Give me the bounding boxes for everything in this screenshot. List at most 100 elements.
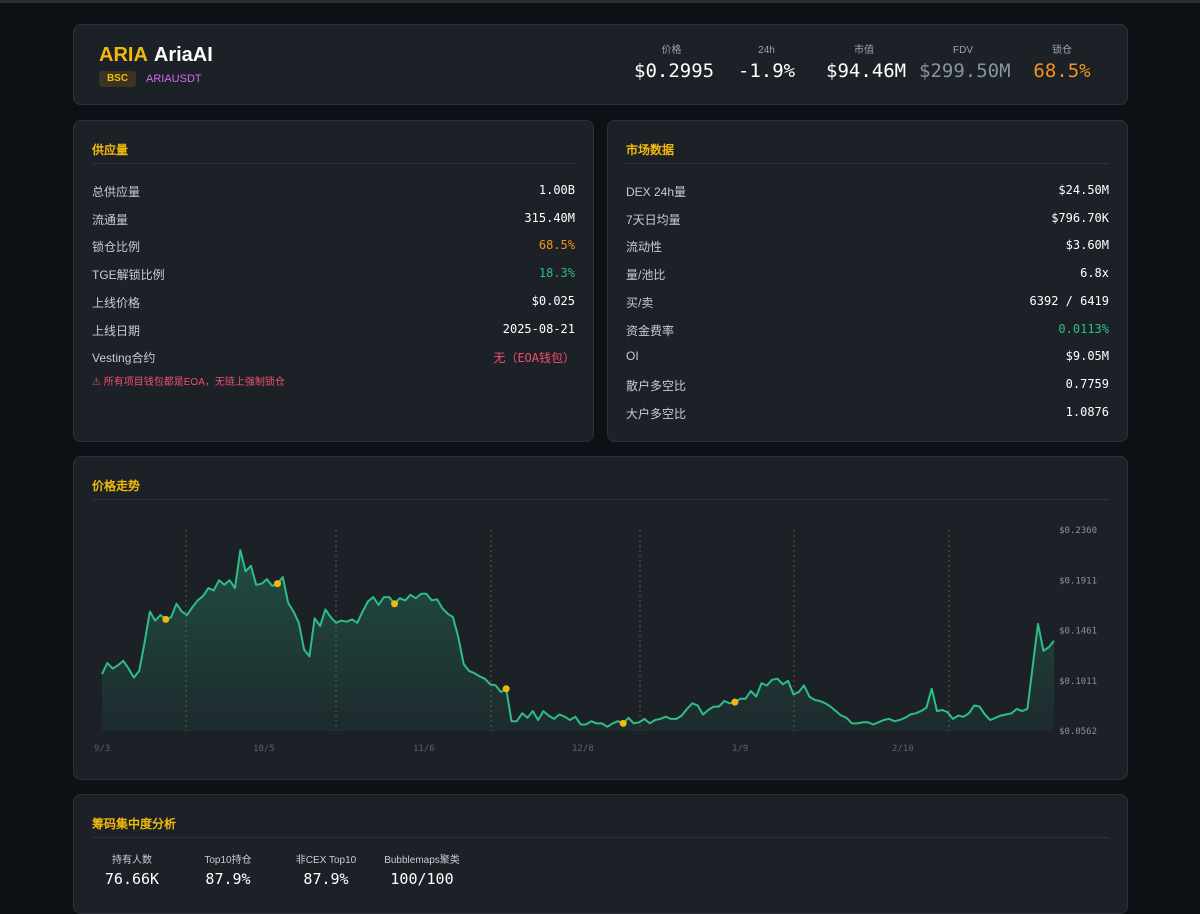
concentration-panel: 筹码集中度分析 持有人数 76.66K Top10持仓 87.9% 非CEX T…	[73, 794, 1128, 914]
non-cex-top10-stat: 非CEX Top10 87.9%	[286, 851, 366, 888]
supply-row-value: 18.3%	[538, 266, 575, 281]
bubblemaps-value: 100/100	[390, 870, 454, 888]
divider	[92, 499, 1109, 500]
supply-row: Vesting合约 无（EOA钱包）	[92, 349, 575, 366]
supply-row: 上线日期 2025-08-21	[92, 322, 575, 338]
market-row: 7天日均量 $796.70K	[626, 210, 1109, 227]
price-line	[101, 549, 1055, 728]
window-top-border	[0, 0, 1200, 3]
market-row: 资金费率 0.0113%	[626, 321, 1109, 338]
x-axis-tick-label: 12/8	[572, 744, 594, 754]
x-axis-tick-label: 10/5	[253, 744, 275, 754]
stat-locked-value: 68.5%	[1033, 60, 1091, 82]
token-title: ARIA AriaAI	[99, 44, 213, 67]
eoa-warning-text: ⚠ 所有项目钱包都是EOA，无链上强制锁仓	[92, 377, 285, 388]
market-row-label: DEX 24h量	[626, 185, 687, 199]
stat-locked: 锁仓 68.5%	[1032, 45, 1092, 82]
supply-row-value: 1.00B	[538, 183, 575, 197]
market-row-label: 买/卖	[626, 295, 654, 310]
token-header-card: ARIA AriaAI BSC ARIAUSDT 价格 $0.2995 24h -…	[73, 24, 1128, 105]
event-marker	[731, 698, 739, 706]
market-row-value: $9.05M	[1065, 349, 1109, 364]
top10-value: 87.9%	[205, 870, 251, 888]
market-row-value: 0.7759	[1065, 376, 1109, 391]
event-marker	[162, 615, 170, 623]
bubblemaps-label: Bubblemaps聚类	[384, 855, 460, 866]
market-row-value: 6392 / 6419	[1029, 293, 1109, 308]
stat-24h-value: -1.9%	[737, 60, 796, 82]
supply-row: 总供应量 1.00B	[92, 183, 575, 199]
market-panel-title: 市场数据	[626, 143, 675, 157]
stat-fdv-label: FDV	[953, 45, 973, 56]
price-chart-panel: 价格走势 $0.2360 $0.1911 $0.1461 $0.1011 $0.0562…	[73, 456, 1128, 780]
market-row: 买/卖 6392 / 6419	[626, 293, 1109, 310]
price-chart[interactable]: $0.2360 $0.1911 $0.1461 $0.1011 $0.0562 9/3 10…	[74, 457, 1127, 779]
market-row-value: $24.50M	[1058, 183, 1109, 197]
market-row: 散户多空比 0.7759	[626, 376, 1109, 393]
market-row-label: 7天日均量	[626, 212, 681, 227]
supply-row: TGE解锁比例 18.3%	[92, 266, 575, 283]
market-row: 流动性 $3.60M	[626, 238, 1109, 255]
price-chart-title: 价格走势	[92, 479, 141, 493]
market-row-value: 6.8x	[1080, 266, 1109, 281]
market-row-label: 流动性	[626, 240, 663, 255]
x-axis-tick-label: 1/9	[732, 744, 748, 754]
non-cex-top10-value: 87.9%	[303, 870, 349, 888]
y-axis-tick-label: $0.2360	[1059, 526, 1097, 536]
supply-row: 上线价格 $0.025	[92, 293, 575, 310]
non-cex-top10-label: 非CEX Top10	[295, 855, 357, 866]
market-row: 大户多空比 1.0876	[626, 404, 1109, 421]
stat-fdv-value: $299.50M	[919, 60, 1011, 82]
market-row: DEX 24h量 $24.50M	[626, 183, 1109, 199]
supply-row-label: 总供应量	[92, 185, 141, 199]
y-axis-tick-label: $0.1011	[1059, 677, 1097, 687]
supply-row-value: 68.5%	[538, 238, 575, 253]
stat-market-cap-label: 市值	[854, 45, 874, 56]
y-axis-tick-label: $0.0562	[1059, 727, 1097, 737]
market-row-value: $796.70K	[1051, 210, 1109, 225]
supply-panel-title: 供应量	[92, 143, 129, 157]
stat-market-cap-value: $94.46M	[826, 60, 907, 82]
market-row: 量/池比 6.8x	[626, 266, 1109, 283]
market-row-label: 散户多空比	[626, 378, 687, 393]
stat-price-value: $0.2995	[634, 60, 715, 82]
chain-badge: BSC	[99, 71, 136, 87]
x-axis-tick-label: 9/3	[94, 744, 110, 754]
trading-pair[interactable]: ARIAUSDT	[146, 73, 202, 85]
supply-row-label: Vesting合约	[92, 351, 156, 366]
divider	[92, 837, 1109, 838]
holders-value: 76.66K	[104, 870, 160, 888]
concentration-panel-title: 筹码集中度分析	[92, 817, 177, 831]
stat-24h-label: 24h	[758, 45, 775, 56]
market-row-label: 资金费率	[626, 323, 675, 338]
supply-row-label: 锁仓比例	[92, 240, 141, 255]
x-axis-tick-label: 11/6	[413, 744, 435, 754]
top10-stat: Top10持仓 87.9%	[192, 851, 264, 888]
supply-row-value: 315.40M	[524, 210, 575, 225]
price-area	[102, 550, 1054, 731]
token-ticker: ARIA	[99, 44, 148, 66]
y-axis-tick-label: $0.1911	[1059, 576, 1097, 586]
stat-price: 价格 $0.2995	[634, 45, 715, 82]
stat-price-label: 价格	[661, 45, 682, 56]
market-row-value: $3.60M	[1065, 238, 1109, 253]
market-row-value: 1.0876	[1065, 404, 1109, 419]
stat-24h: 24h -1.9%	[734, 45, 799, 82]
market-row-label: OI	[626, 349, 639, 364]
market-row-value: 0.0113%	[1058, 321, 1109, 336]
supply-row-label: TGE解锁比例	[92, 268, 165, 283]
stat-locked-label: 锁仓	[1052, 45, 1072, 56]
event-marker	[391, 600, 399, 608]
stat-market-cap: 市值 $94.46M	[826, 45, 907, 82]
holders-label: 持有人数	[112, 855, 152, 866]
market-row-label: 量/池比	[626, 268, 666, 283]
market-panel: 市场数据 DEX 24h量 $24.50M 7天日均量 $796.70K 流动性 $3.6…	[607, 120, 1128, 442]
stat-fdv: FDV $299.50M	[919, 45, 1011, 82]
supply-row-value: $0.025	[531, 293, 575, 308]
supply-panel: 供应量 总供应量 1.00B 流通量 315.40M 锁仓比例 68.5% TGE解锁比例 1…	[73, 120, 594, 442]
divider	[92, 163, 575, 164]
holders-stat: 持有人数 76.66K	[96, 851, 168, 888]
supply-row-value: 无（EOA钱包）	[493, 351, 575, 366]
event-marker	[274, 580, 282, 588]
event-marker	[619, 719, 627, 727]
